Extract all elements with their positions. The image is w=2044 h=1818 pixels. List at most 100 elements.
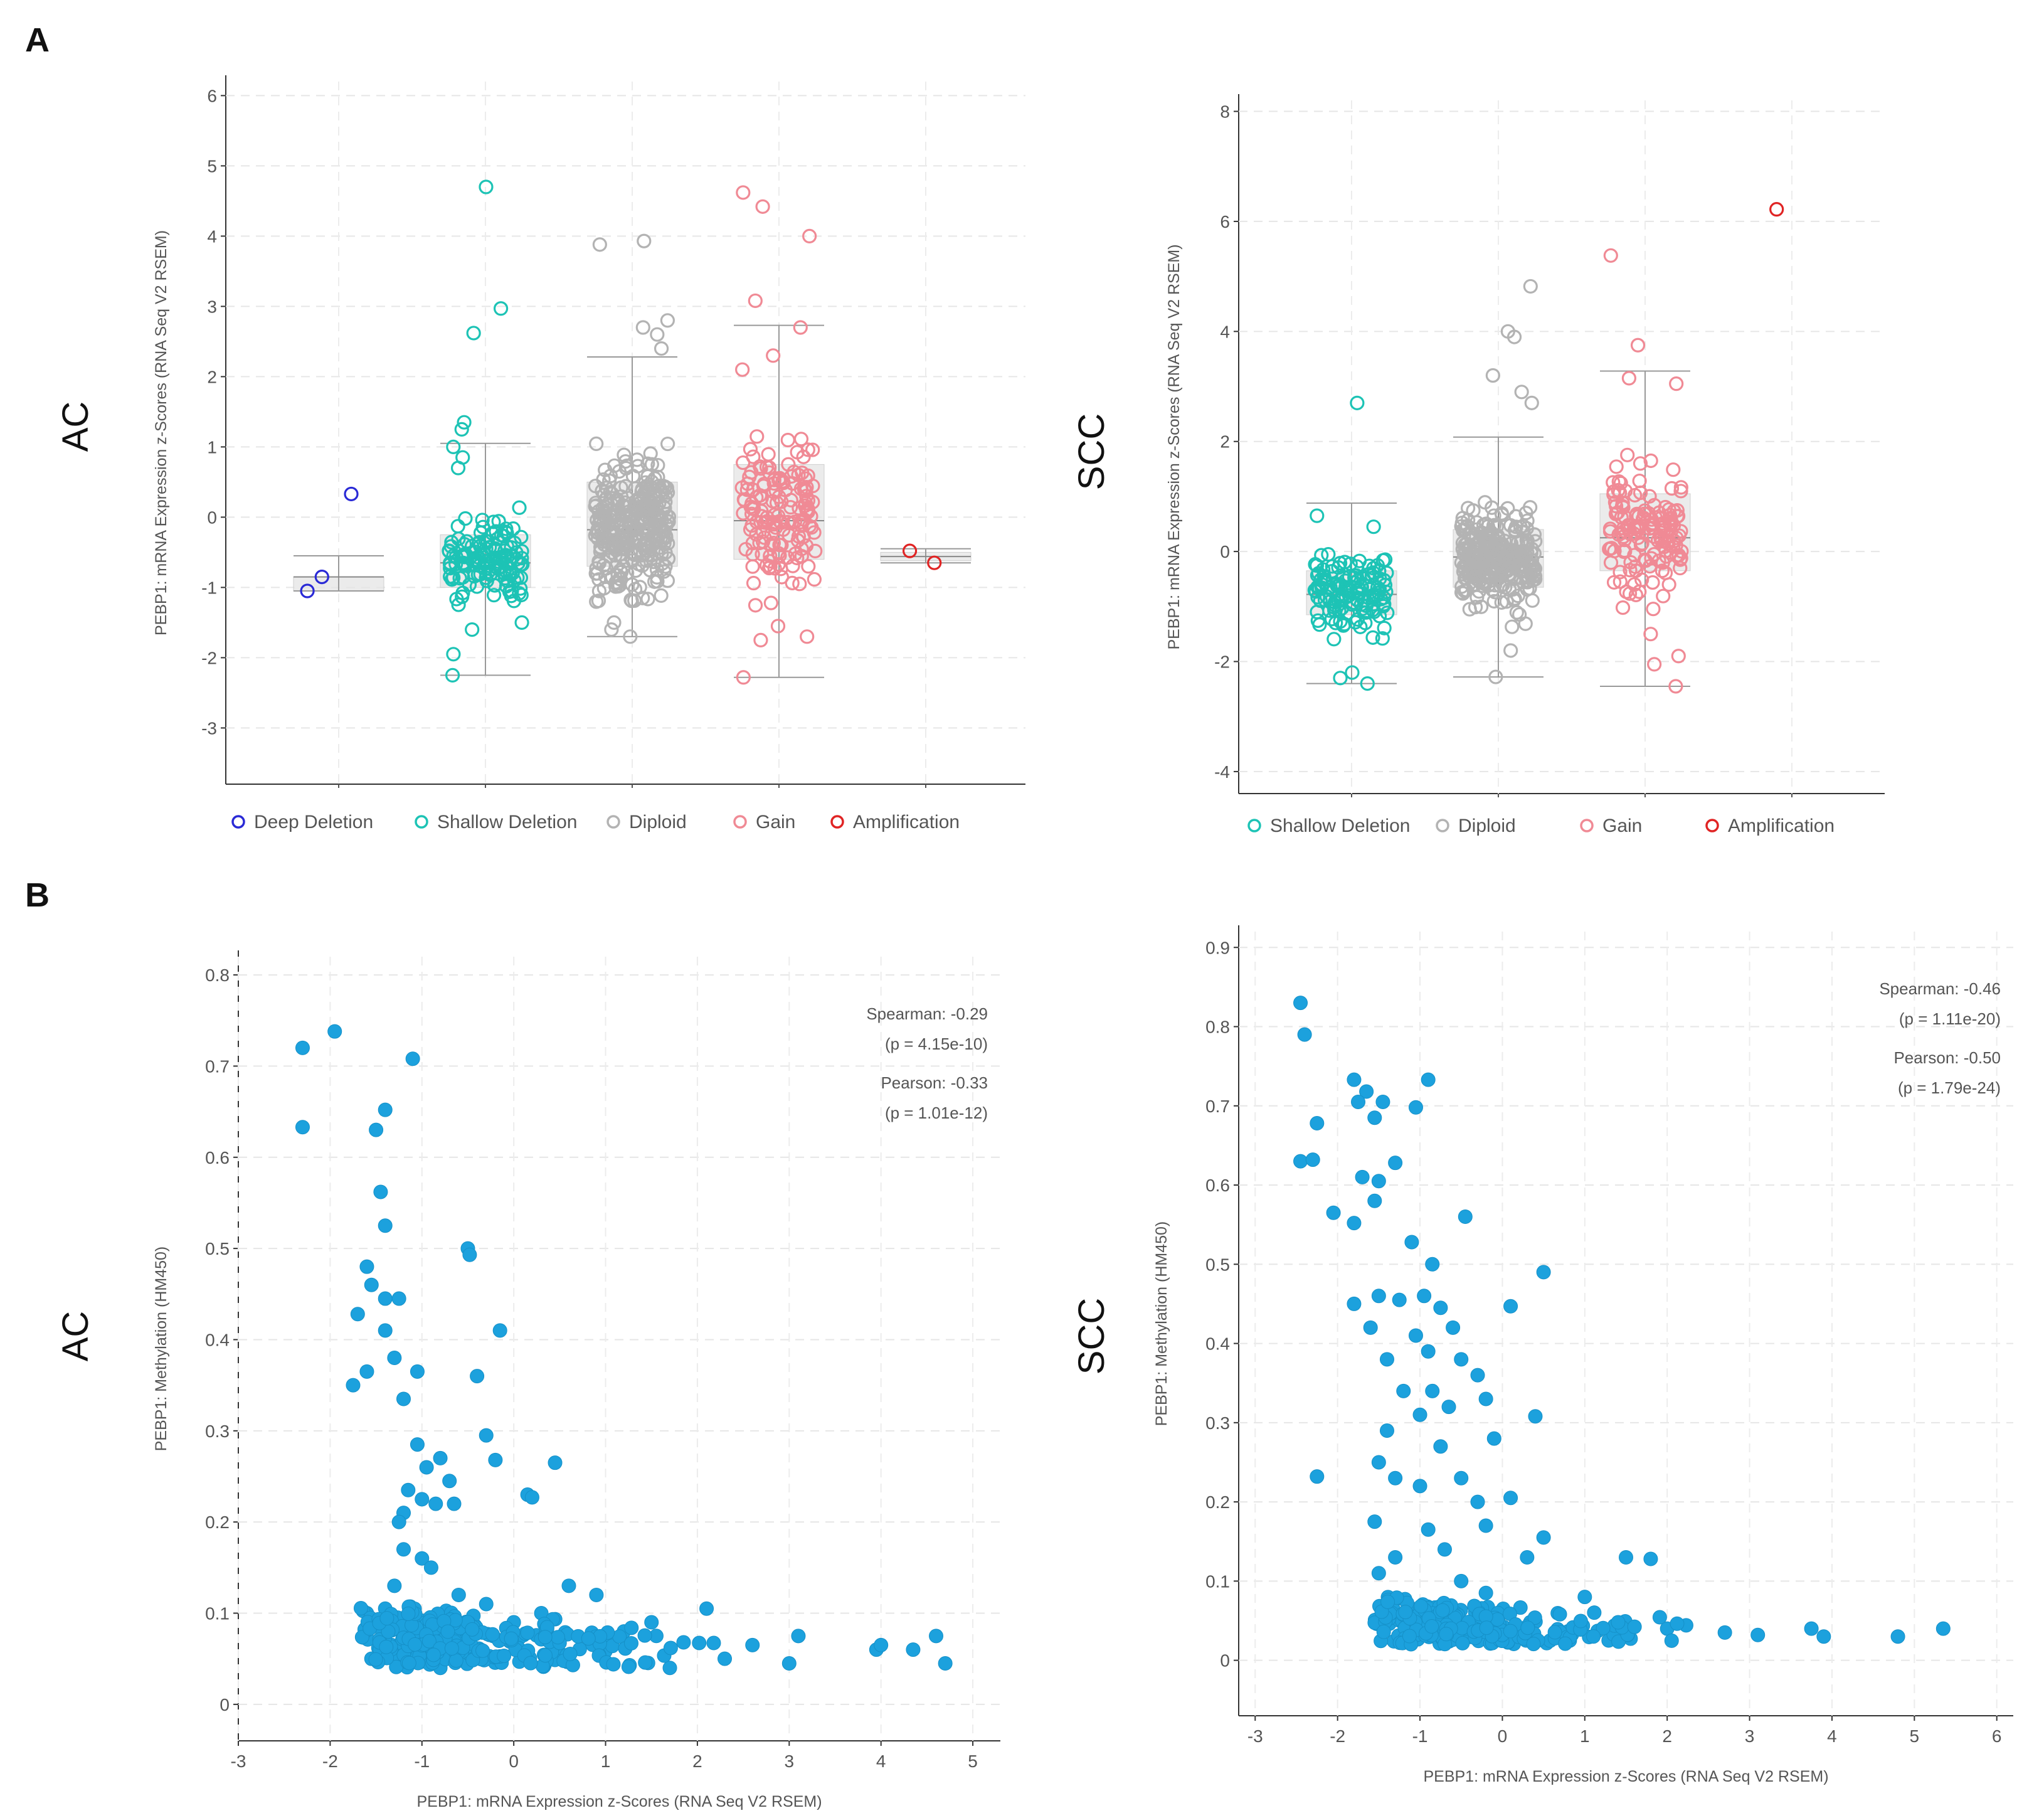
correlation-annotation: (p = 1.01e-12) — [885, 1103, 988, 1122]
data-point — [637, 1628, 652, 1643]
legend-item: Shallow Deletion — [415, 812, 577, 832]
data-point — [1673, 552, 1688, 567]
data-point — [1362, 566, 1377, 582]
data-point — [654, 341, 669, 356]
data-point — [657, 479, 672, 494]
data-point — [1661, 577, 1676, 592]
data-point — [1647, 657, 1662, 672]
data-point — [1628, 587, 1643, 602]
data-point — [1528, 534, 1543, 549]
y-tick-label: 2 — [1220, 432, 1230, 452]
legend-marker — [1705, 819, 1719, 832]
data-point — [657, 564, 672, 579]
data-point — [1487, 578, 1503, 593]
data-point — [1380, 1594, 1395, 1609]
data-point — [748, 293, 763, 309]
data-point — [805, 442, 820, 457]
data-point — [746, 575, 761, 591]
legend-item: Gain — [1580, 816, 1642, 836]
data-point — [785, 575, 800, 590]
data-point — [499, 521, 514, 536]
data-point — [635, 320, 650, 335]
data-point — [485, 1627, 500, 1642]
data-point — [1408, 1328, 1423, 1343]
side-label: SCC — [1071, 413, 1112, 490]
data-point — [663, 1640, 678, 1656]
data-point — [1620, 447, 1635, 462]
data-point — [479, 1428, 494, 1443]
legend-label: Amplification — [853, 812, 960, 832]
data-point — [1421, 1344, 1436, 1359]
data-point — [1308, 557, 1323, 572]
legend-label: Diploid — [1458, 816, 1516, 836]
y-tick-label: 0 — [1220, 542, 1230, 561]
data-point — [475, 513, 490, 528]
data-point — [497, 1648, 512, 1663]
data-point — [1658, 499, 1673, 515]
data-point — [1485, 500, 1500, 515]
data-point — [359, 1364, 374, 1379]
data-point — [497, 550, 512, 565]
data-point — [1412, 1407, 1427, 1422]
data-point — [1643, 627, 1658, 642]
data-point — [1612, 565, 1628, 580]
data-point — [591, 593, 606, 609]
legend-item: Gain — [733, 812, 795, 832]
data-point — [906, 1642, 921, 1657]
data-point — [1629, 519, 1644, 534]
data-point — [1503, 1299, 1518, 1314]
data-point — [1637, 503, 1653, 518]
data-point — [446, 647, 461, 662]
side-label: AC — [55, 401, 96, 452]
data-point — [1470, 1368, 1485, 1383]
data-point — [428, 1496, 443, 1511]
data-point — [373, 1184, 388, 1199]
data-point — [561, 1578, 576, 1593]
data-point — [466, 326, 481, 341]
data-point — [1505, 619, 1520, 634]
data-point — [1634, 572, 1649, 587]
data-point — [1461, 501, 1476, 516]
data-point — [1367, 1110, 1382, 1125]
data-point — [295, 1040, 310, 1055]
data-point — [1613, 476, 1628, 491]
data-point — [736, 185, 751, 200]
data-point — [1372, 563, 1387, 578]
data-point — [1816, 1629, 1831, 1644]
data-point — [1485, 540, 1500, 555]
data-point — [1454, 1470, 1469, 1486]
data-point — [1558, 1636, 1573, 1651]
data-point — [1612, 485, 1628, 500]
x-tick-label: 4 — [1827, 1726, 1837, 1746]
y-tick-label: 6 — [207, 86, 217, 105]
legend-marker — [1436, 819, 1449, 832]
data-point — [740, 476, 755, 491]
data-point — [488, 1452, 503, 1467]
data-point — [771, 546, 786, 561]
data-point — [512, 500, 527, 515]
data-point — [448, 549, 463, 565]
data-point — [1671, 649, 1686, 664]
data-point — [589, 436, 604, 451]
data-point — [1622, 523, 1637, 538]
data-point — [606, 615, 622, 630]
data-point — [641, 499, 656, 514]
data-point — [327, 1024, 342, 1039]
category-diploid — [586, 233, 678, 644]
data-point — [1653, 525, 1668, 540]
data-point — [598, 491, 613, 506]
data-point — [479, 541, 494, 556]
y-tick-label: 0 — [1220, 1651, 1230, 1671]
y-tick-label: 0.8 — [205, 965, 230, 985]
data-point — [753, 488, 768, 503]
data-point — [617, 447, 632, 462]
data-point — [1326, 1205, 1341, 1220]
data-point — [1293, 1154, 1308, 1169]
legend-marker — [415, 815, 428, 829]
data-point — [1310, 1469, 1325, 1484]
data-point — [1404, 1235, 1419, 1250]
data-point — [457, 550, 472, 565]
data-point — [766, 348, 781, 363]
data-point — [1360, 676, 1375, 691]
data-point — [766, 514, 781, 530]
